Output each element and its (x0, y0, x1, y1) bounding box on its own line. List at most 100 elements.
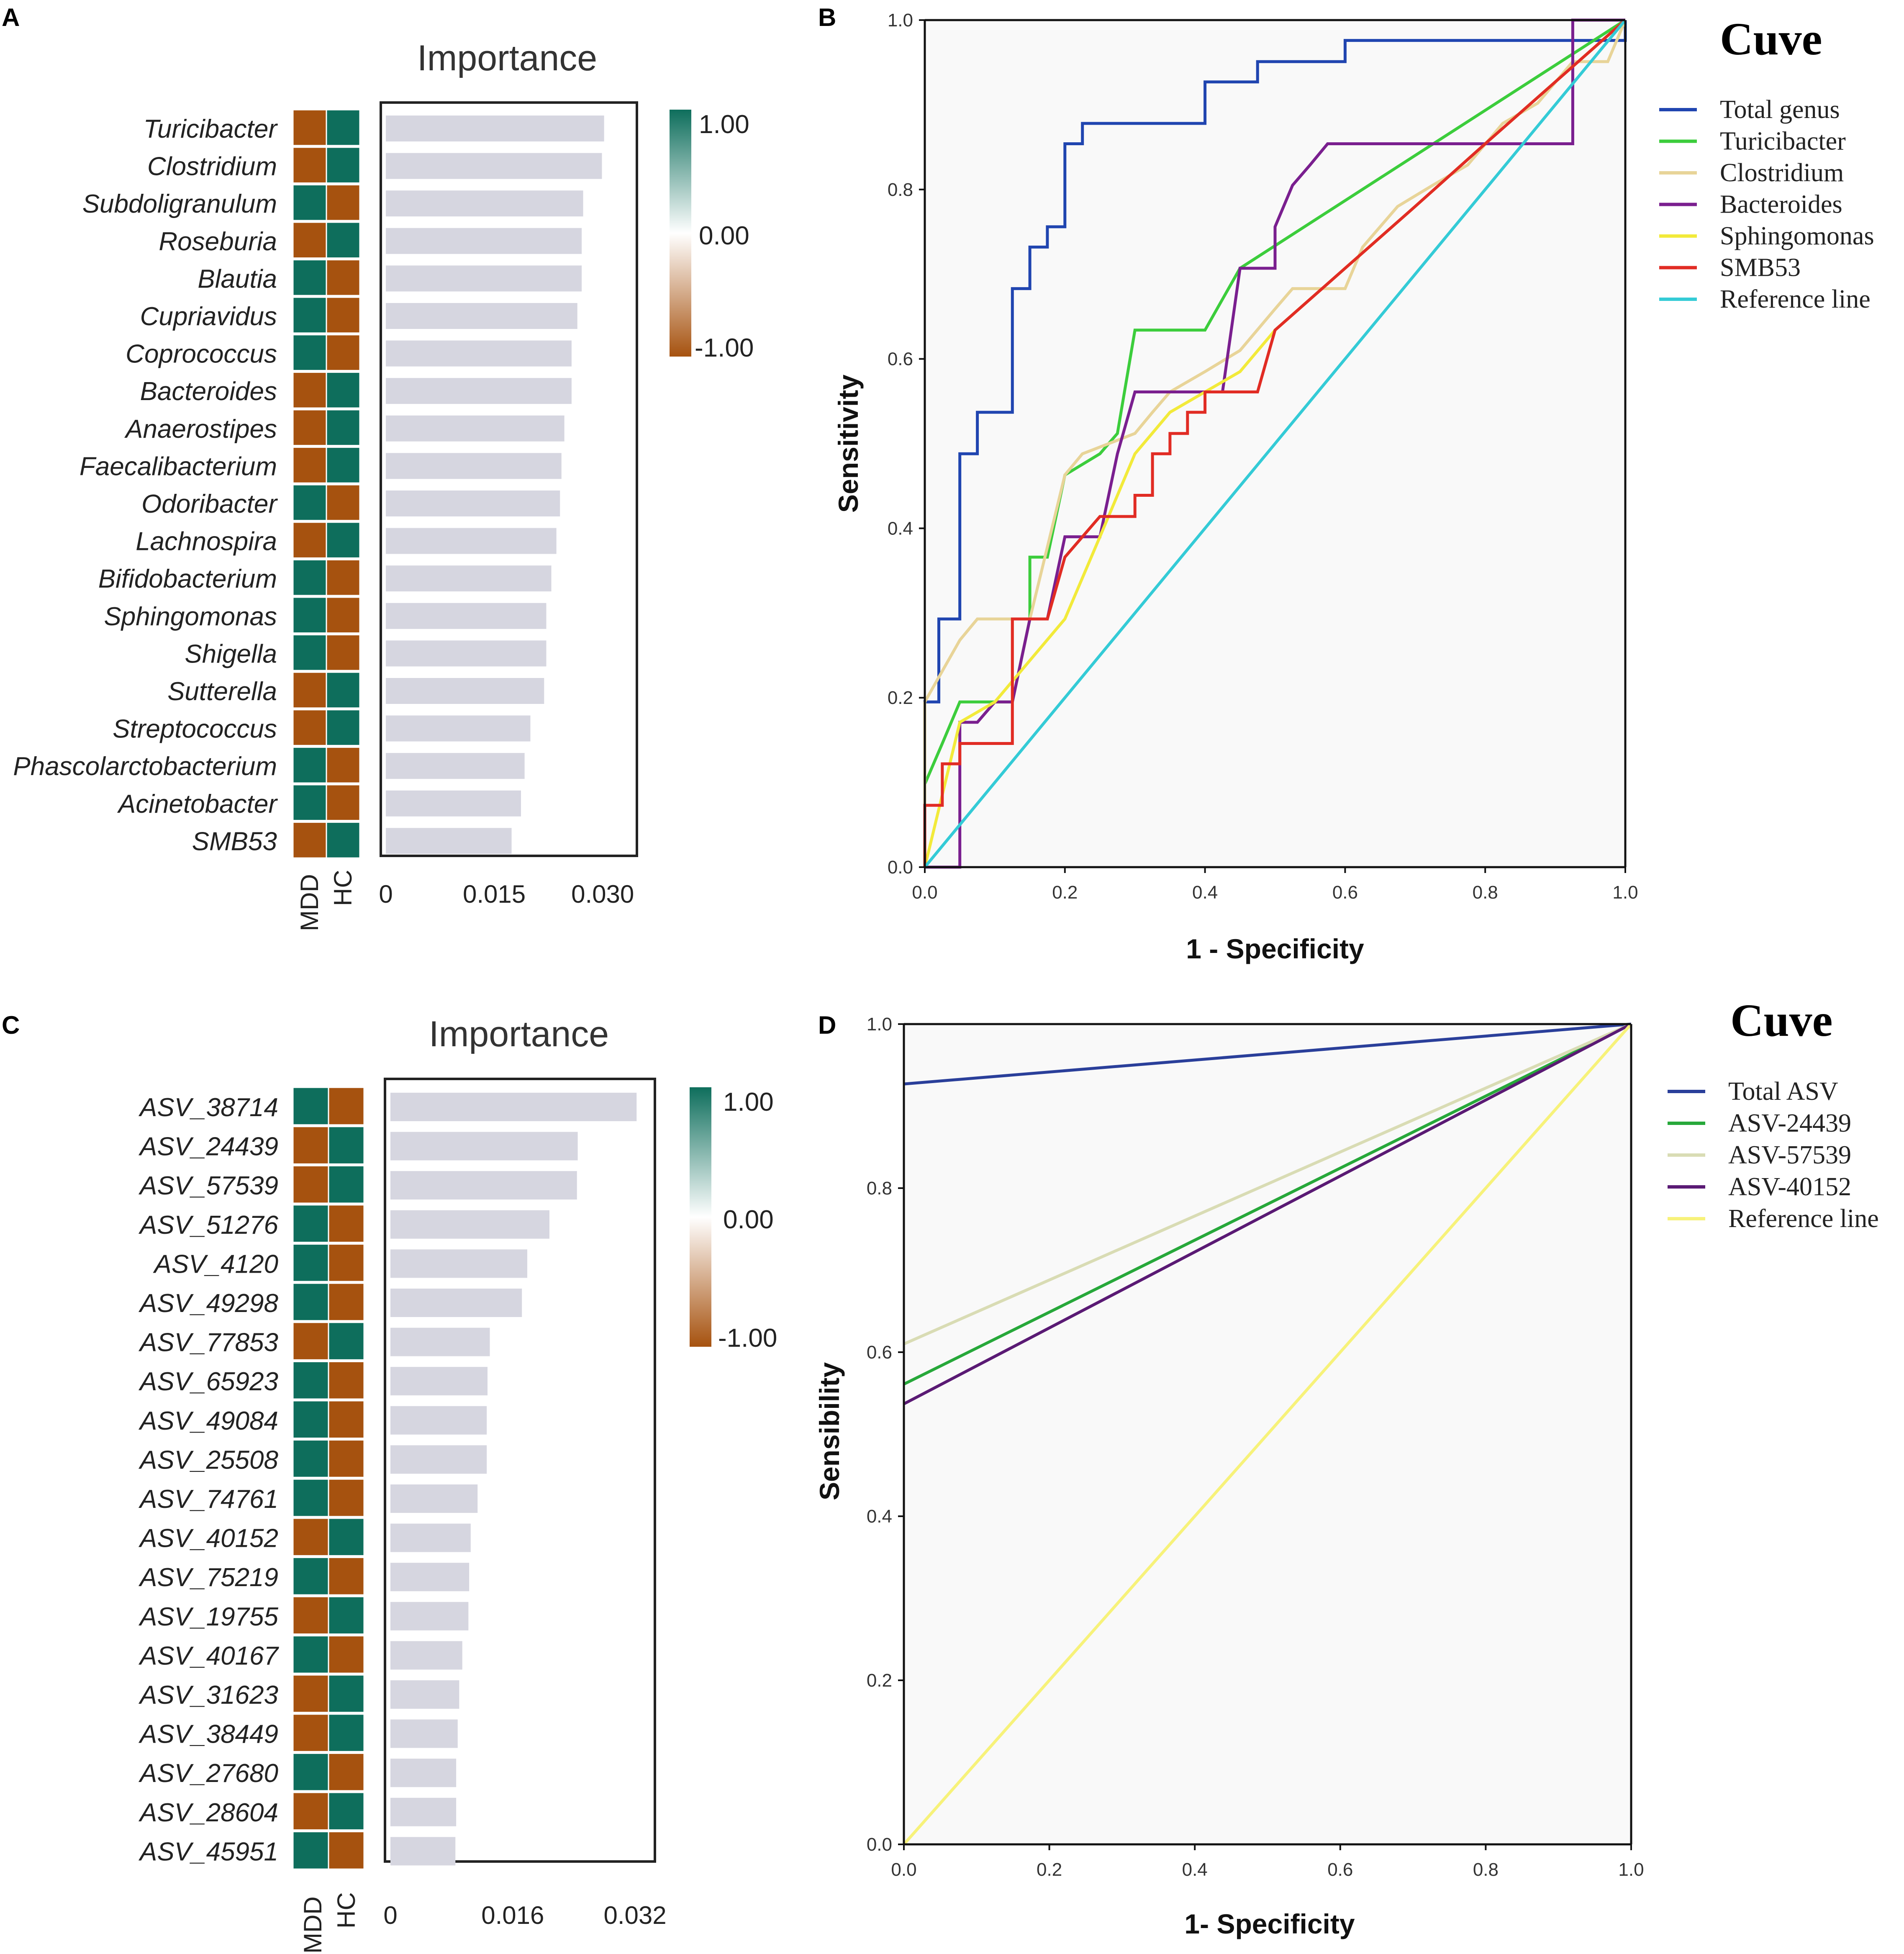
heatmap-cell-mdd (292, 1400, 329, 1439)
taxon-label: Clostridium (147, 152, 277, 181)
heatmap-cell-mdd (292, 1439, 329, 1478)
importance-bar (390, 1759, 457, 1787)
heatmap-cell-hc (326, 521, 361, 559)
taxon-label: ASV_38449 (138, 1720, 278, 1749)
y-axis-title-d: Sensibility (814, 1362, 845, 1500)
taxon-label: ASV_40167 (138, 1641, 279, 1670)
importance-bar (386, 228, 582, 254)
legend-title-b: Cuve (1720, 13, 1822, 64)
taxon-label: ASV_4120 (153, 1250, 278, 1279)
importance-title-c: Importance (429, 1014, 609, 1054)
heatmap-cell-mdd (292, 1831, 329, 1870)
heatmap-cell-hc (328, 1322, 365, 1361)
legend-label: ASV-40152 (1728, 1173, 1851, 1201)
heatmap-cell-mdd (292, 1517, 329, 1556)
heatmap-cell-mdd (292, 371, 327, 409)
x-tick-label: 0.8 (1473, 1859, 1499, 1880)
importance-bar (386, 565, 552, 592)
heatmap-cell-hc (326, 784, 361, 822)
taxon-label: Acinetobacter (117, 790, 278, 819)
heatmap-cell-mdd (292, 1282, 329, 1322)
taxon-label: Shigella (185, 639, 277, 668)
roc-series-line (903, 1022, 1632, 1386)
heatmap-cell-hc (326, 259, 361, 296)
colorbar-mid-c: 0.00 (723, 1205, 774, 1234)
roc-series-line (903, 1023, 1632, 1846)
heatmap-cell-hc (328, 1243, 365, 1282)
importance-title-a: Importance (417, 38, 597, 78)
y-tick-label: 0.6 (867, 1342, 892, 1363)
importance-bar (390, 1523, 471, 1552)
x-tick-label: 0.015 (463, 880, 526, 908)
y-tick-label: 0.2 (888, 688, 913, 708)
heatmap-cell-hc (328, 1086, 365, 1126)
heatmap-cell-mdd (292, 1556, 329, 1596)
heatmap-cell-hc (328, 1439, 365, 1478)
importance-bar (386, 678, 544, 704)
panel-label-d: D (818, 1011, 836, 1039)
heatmap-cell-hc (326, 109, 361, 146)
y-tick-label: 0.0 (867, 1834, 892, 1855)
importance-bar (390, 1406, 487, 1435)
taxon-label: Sutterella (167, 677, 277, 706)
importance-bar (390, 1719, 458, 1748)
heatmap-cell-mdd (292, 1126, 329, 1165)
importance-bar (386, 490, 560, 516)
roc-series-line (903, 1022, 1632, 1405)
heatmap-cell-mdd (292, 409, 327, 447)
heatmap-cell-mdd (292, 1243, 329, 1282)
importance-bar (390, 1132, 578, 1161)
importance-bar (390, 1093, 637, 1121)
heatmap-cell-hc (328, 1400, 365, 1439)
heatmap-cell-hc (326, 709, 361, 746)
heatmap-cell-hc (326, 296, 361, 334)
x-axis-title-d: 1- Specificity (1184, 1908, 1355, 1939)
taxon-label: Faecalibacterium (80, 452, 277, 481)
taxon-label: Streptococcus (113, 715, 277, 744)
importance-bar (390, 1249, 528, 1278)
taxon-label: ASV_65923 (138, 1367, 278, 1396)
taxon-label: ASV_40152 (138, 1524, 278, 1553)
heatmap-cell-hc (326, 221, 361, 259)
x-tick-label: 1.0 (1612, 882, 1638, 903)
heatmap-cell-mdd (292, 259, 327, 296)
heatmap-cell-mdd (292, 1596, 329, 1635)
heatmap-cell-mdd (292, 221, 327, 259)
heatmap-cell-hc (326, 184, 361, 221)
heatmap-cell-hc (326, 146, 361, 184)
heatmap-cell-hc (326, 371, 361, 409)
taxon-label: Lachnospira (136, 527, 277, 556)
heatmap-cell-mdd (292, 1752, 329, 1792)
heatmap-cell-hc (328, 1478, 365, 1517)
taxon-label: ASV_49084 (138, 1407, 278, 1435)
taxon-label: Sphingomonas (104, 602, 277, 631)
x-tick-label: 0.6 (1327, 1859, 1353, 1880)
heatmap-col-hc-a: HC (329, 870, 357, 906)
heatmap-cell-mdd (292, 1165, 329, 1204)
roc-series-line (924, 19, 1627, 868)
heatmap-cell-hc (328, 1204, 365, 1243)
legend-title-d: Cuve (1730, 995, 1832, 1046)
heatmap-cell-hc (328, 1517, 365, 1556)
roc-series-line (923, 19, 1627, 867)
heatmap-col-mdd-c: MDD (299, 1896, 327, 1954)
heatmap-cell-hc (326, 671, 361, 709)
importance-bar (390, 1289, 522, 1317)
y-tick-label: 0.0 (888, 857, 913, 878)
heatmap-cell-hc (326, 746, 361, 784)
importance-bar (386, 603, 547, 629)
heatmap-col-hc-c: HC (332, 1892, 360, 1928)
heatmap-cell-hc (328, 1556, 365, 1596)
taxon-label: ASV_51276 (138, 1211, 278, 1240)
legend-label: Bacteroides (1720, 190, 1842, 219)
heatmap-cell-mdd (292, 671, 327, 709)
importance-chart-c: Importance ASV_38714 ASV_24439 ASV_57539 AS… (138, 1014, 777, 1954)
taxon-label: ASV_77853 (138, 1328, 278, 1357)
importance-bar (386, 303, 577, 329)
heatmap-cell-mdd (292, 1713, 329, 1752)
colorbar-c (690, 1087, 711, 1347)
taxon-label: ASV_28604 (138, 1798, 278, 1827)
legend-label: Reference line (1728, 1204, 1879, 1233)
roc-series-line (903, 1022, 1632, 1345)
